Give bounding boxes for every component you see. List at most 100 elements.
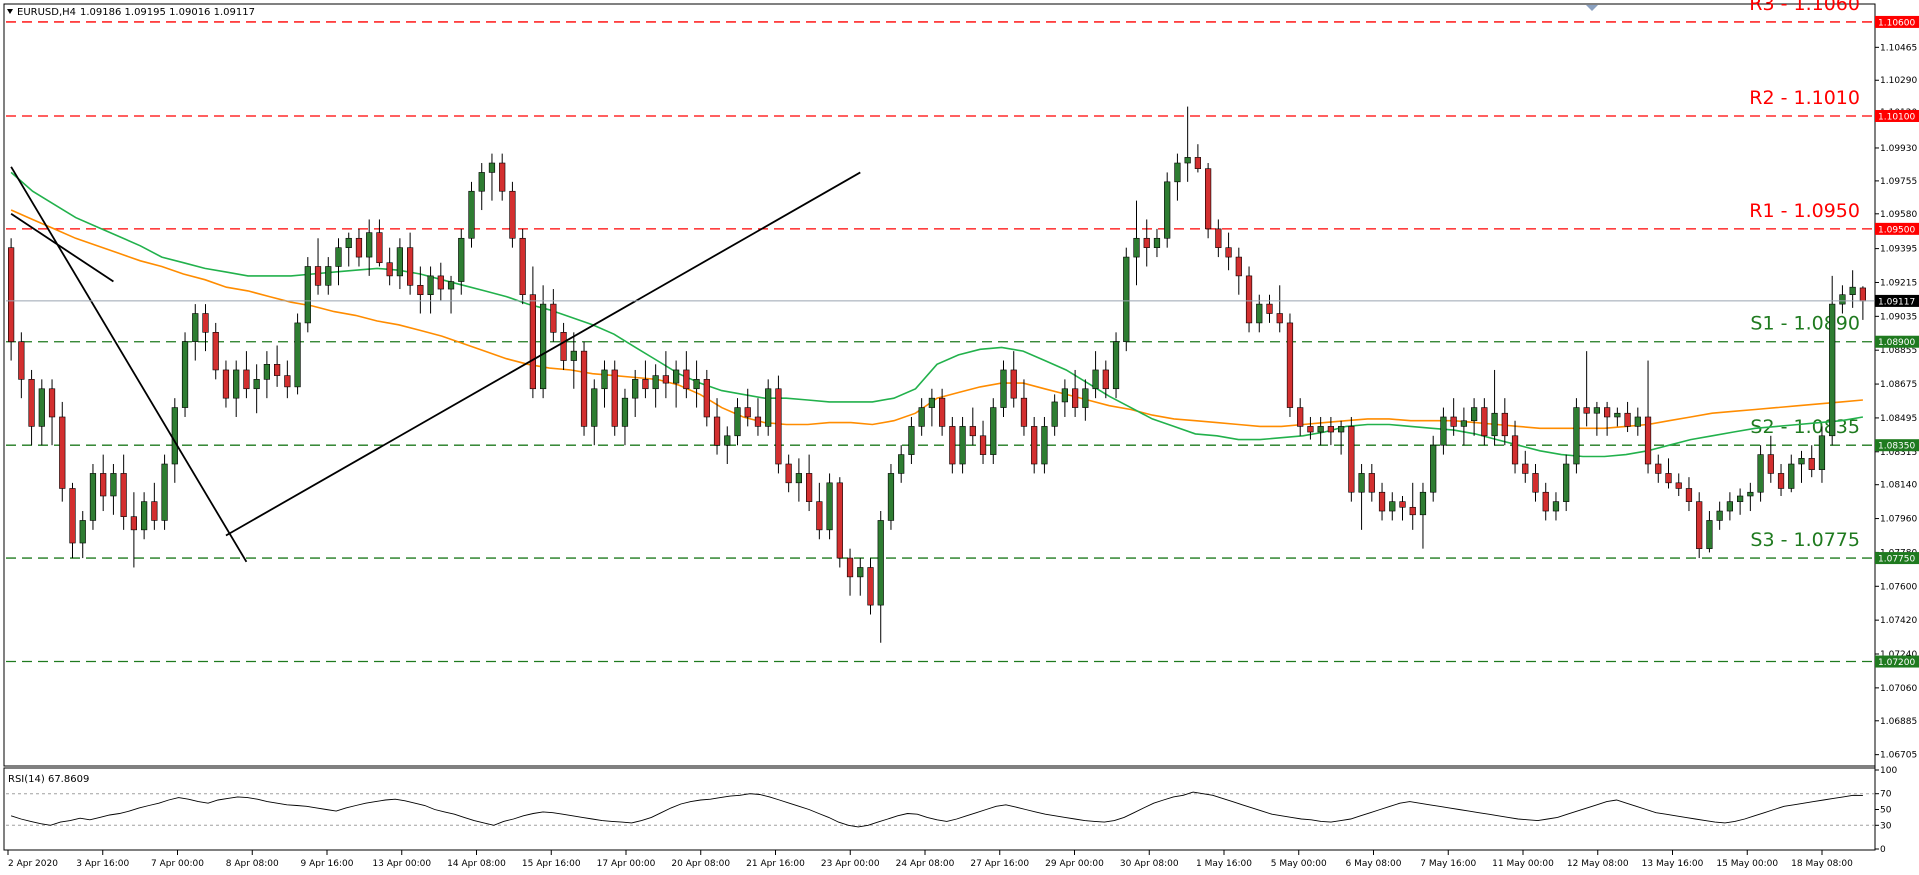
bearish-candle[interactable] [1481,407,1488,437]
bullish-candle[interactable] [928,397,935,408]
bearish-candle[interactable] [1859,287,1866,302]
bearish-candle[interactable] [151,501,158,521]
bullish-candle[interactable] [1092,369,1099,390]
bearish-candle[interactable] [274,364,281,376]
bullish-candle[interactable] [110,473,117,497]
bearish-candle[interactable] [949,426,956,465]
bearish-candle[interactable] [1297,407,1304,427]
bearish-candle[interactable] [1675,482,1682,489]
bullish-candle[interactable] [161,463,168,521]
bullish-candle[interactable] [478,172,485,192]
bearish-candle[interactable] [48,388,56,418]
bullish-candle[interactable] [1829,303,1836,437]
bullish-candle[interactable] [253,379,260,390]
bullish-candle[interactable] [887,473,895,521]
bullish-candle[interactable] [652,375,659,390]
bullish-candle[interactable] [1798,458,1805,465]
bearish-candle[interactable] [939,397,946,427]
bullish-candle[interactable] [1338,426,1345,433]
bearish-candle[interactable] [1542,491,1549,512]
bearish-candle[interactable] [1767,454,1774,474]
bearish-candle[interactable] [1665,473,1672,484]
bullish-candle[interactable] [1153,237,1161,248]
bullish-candle[interactable] [1419,491,1427,516]
bearish-candle[interactable] [1624,412,1631,427]
bullish-candle[interactable] [1000,369,1007,408]
bullish-candle[interactable] [1471,407,1478,422]
bullish-candle[interactable] [1737,495,1744,502]
bullish-candle[interactable] [366,232,373,258]
bullish-candle[interactable] [1563,463,1570,502]
bearish-candle[interactable] [376,232,383,264]
bullish-candle[interactable] [1051,401,1058,427]
bearish-candle[interactable] [212,332,219,371]
bullish-candle[interactable] [458,237,465,282]
bullish-candle[interactable] [1389,501,1396,512]
bullish-candle[interactable] [427,275,434,296]
bearish-candle[interactable] [754,416,762,427]
bullish-candle[interactable] [1593,407,1600,414]
bullish-candle[interactable] [673,369,680,384]
bullish-candle[interactable] [601,369,608,390]
bullish-candle[interactable] [79,520,86,544]
bullish-candle[interactable] [1757,454,1764,493]
bearish-candle[interactable] [1685,488,1693,502]
bearish-candle[interactable] [519,237,526,296]
bearish-candle[interactable] [1225,247,1232,258]
bullish-candle[interactable] [826,482,833,531]
bullish-candle[interactable] [89,473,97,521]
bullish-candle[interactable] [632,379,639,399]
bullish-candle[interactable] [1726,501,1733,512]
bearish-candle[interactable] [509,190,516,239]
bullish-candle[interactable] [396,247,403,277]
trend-line[interactable] [10,166,248,563]
bearish-candle[interactable] [1205,168,1212,230]
bearish-candle[interactable] [69,488,76,544]
bullish-candle[interactable] [990,407,997,455]
bearish-candle[interactable] [1245,275,1253,324]
bearish-candle[interactable] [417,284,424,296]
bullish-candle[interactable] [468,190,475,239]
bullish-candle[interactable] [1041,426,1048,465]
bullish-candle[interactable] [1164,181,1171,239]
bearish-candle[interactable] [1194,157,1201,169]
bearish-candle[interactable] [1532,473,1539,493]
bearish-candle[interactable] [222,369,230,399]
bearish-candle[interactable] [1307,426,1314,433]
bullish-candle[interactable] [908,426,915,455]
bearish-candle[interactable] [1266,303,1273,314]
bullish-candle[interactable] [1849,286,1856,296]
bearish-candle[interactable] [202,313,209,333]
bullish-candle[interactable] [898,454,905,474]
bullish-candle[interactable] [192,313,199,343]
bearish-candle[interactable] [560,332,567,361]
bullish-candle[interactable] [1061,388,1068,403]
bullish-candle[interactable] [1716,510,1723,521]
bullish-candle[interactable] [1706,520,1713,549]
bearish-candle[interactable] [529,294,536,390]
bearish-candle[interactable] [1143,237,1150,248]
bearish-candle[interactable] [8,247,15,343]
bearish-candle[interactable] [1583,407,1590,414]
bearish-candle[interactable] [662,375,669,384]
bullish-candle[interactable] [181,341,189,408]
bearish-candle[interactable] [611,369,618,427]
bearish-candle[interactable] [836,482,843,559]
bearish-candle[interactable] [437,275,444,290]
bearish-candle[interactable] [1215,228,1222,248]
bullish-candle[interactable] [1112,341,1120,390]
bearish-candle[interactable] [1511,435,1519,465]
bearish-candle[interactable] [499,162,506,192]
bearish-candle[interactable] [785,463,792,484]
bullish-candle[interactable] [1317,426,1324,433]
bearish-candle[interactable] [550,303,557,333]
bearish-candle[interactable] [314,266,322,286]
bearish-candle[interactable] [28,379,35,427]
bearish-candle[interactable] [979,435,987,455]
bearish-candle[interactable] [867,567,874,606]
bullish-candle[interactable] [1440,416,1447,446]
bullish-candle[interactable] [621,397,629,427]
bearish-candle[interactable] [703,379,710,418]
bearish-candle[interactable] [1235,256,1242,277]
bearish-candle[interactable] [1409,506,1416,516]
